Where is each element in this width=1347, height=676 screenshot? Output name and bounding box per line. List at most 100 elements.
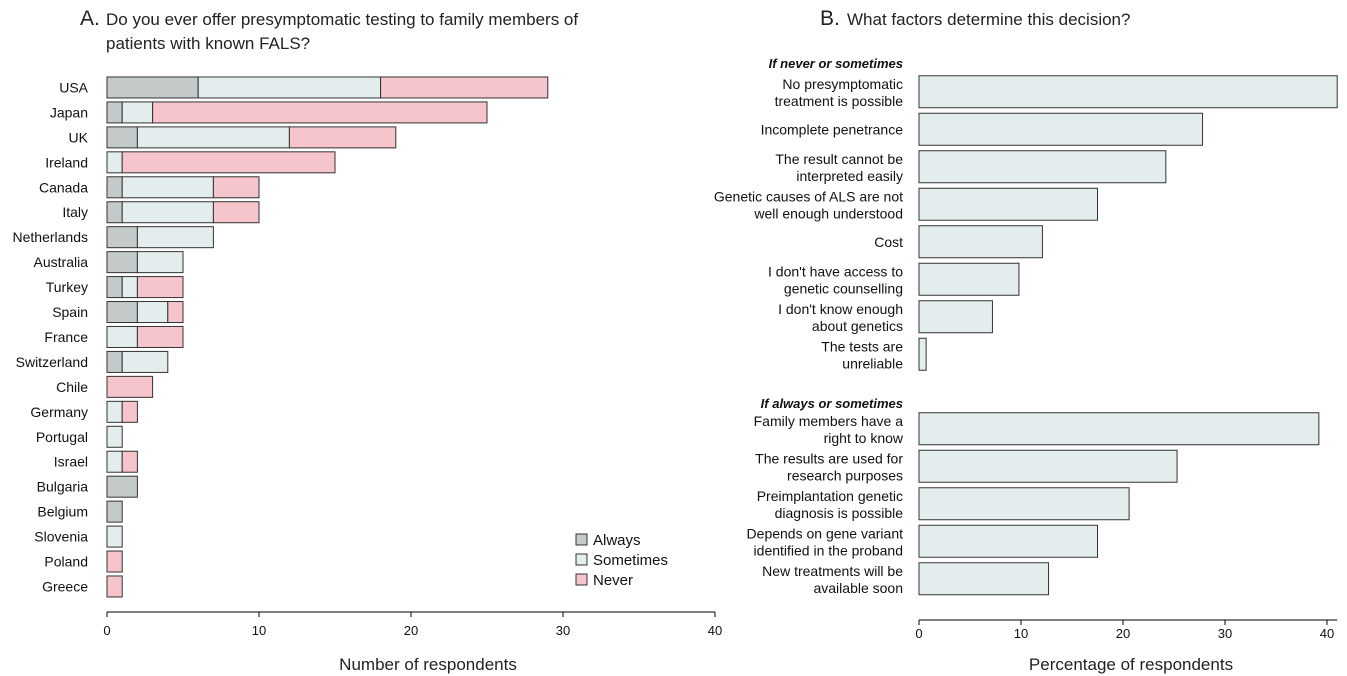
panel-b-letter: B. (820, 7, 840, 30)
panel-a-title-line-2: patients with known FALS? (106, 34, 310, 53)
panel-a-chart: USA Japan UK Ireland Canada Italy Netherlands A… (13, 76, 722, 638)
panel-a-title-line-1: Do you ever offer presymptomatic testing… (106, 10, 578, 29)
panel-b-x-tick-label: 0 (915, 626, 922, 641)
panel-b-category-label-line-1: I don't know enough (778, 301, 903, 317)
panel-b-x-axis-label: Percentage of respondents (1029, 655, 1233, 674)
panel-a-category-label: Slovenia (34, 529, 88, 545)
bar-sometimes-canada (121, 176, 214, 199)
bar-sometimes-turkey (121, 276, 138, 299)
panel-b-title: What factors determine this decision? (847, 10, 1130, 29)
bar-factor (918, 562, 1050, 596)
panel-b-category-label-line-2: treatment is possible (775, 93, 904, 109)
panel-a-x-tick-label: 40 (708, 623, 722, 638)
bar-sometimes-ireland (106, 151, 123, 174)
bar-sometimes-portugal (106, 425, 123, 448)
bar-always-italy (106, 201, 123, 224)
bar-never-chile (106, 375, 154, 398)
panel-a-category-label: Chile (56, 379, 88, 395)
panel-b-category-label-line-2: genetic counselling (784, 280, 903, 296)
legend-label-never: Never (593, 572, 633, 589)
bar-never-france (136, 325, 184, 348)
legend-label-sometimes: Sometimes (593, 552, 668, 569)
panel-a-category-label: Canada (39, 179, 88, 195)
panel-a-category-label: Netherlands (13, 229, 89, 245)
panel-a-category-label: Ireland (45, 154, 88, 170)
bar-never-uk (288, 126, 397, 149)
panel-a-category-label: Japan (50, 104, 88, 120)
bar-sometimes-japan (121, 101, 154, 124)
panel-a-category-label: UK (69, 129, 89, 145)
panel-b-category-label-line-1: No presymptomatic (782, 76, 903, 92)
bar-always-japan (106, 101, 123, 124)
bar-always-australia (106, 251, 138, 274)
panel-a-x-tick-label: 20 (404, 623, 418, 638)
bar-factor (918, 150, 1167, 184)
panel-b-category-label: Incomplete penetrance (761, 121, 904, 137)
panel-b-category-label-line-1: New treatments will be (762, 563, 903, 579)
bar-factor (918, 262, 1020, 296)
bar-sometimes-italy (121, 201, 214, 224)
panel-a-category-label: Bulgaria (37, 479, 89, 495)
panel-b-group-label: If never or sometimes (769, 56, 903, 71)
panel-b-x-tick-label: 10 (1014, 626, 1028, 641)
panel-b-category-label-line-2: about genetics (812, 318, 903, 334)
panel-b-category-label-line-2: unreliable (842, 355, 903, 371)
bar-sometimes-usa (197, 76, 382, 99)
bar-never-turkey (136, 276, 184, 299)
bar-sometimes-germany (106, 400, 123, 423)
bar-factor (918, 187, 1098, 221)
panel-b-category-label-line-1: Family members have a (754, 413, 904, 429)
bar-always-netherlands (106, 226, 138, 249)
panel-b-category-label-line-1: Depends on gene variant (747, 525, 904, 541)
panel-b-category-label-line-2: available soon (813, 580, 903, 596)
bar-never-ireland (121, 151, 336, 174)
bar-always-uk (106, 126, 138, 149)
panel-b-category-label-line-2: research purposes (787, 467, 903, 483)
panel-b-category-label-line-1: The results are used for (755, 450, 903, 466)
panel-b-x-tick-label: 30 (1218, 626, 1232, 641)
panel-b-category-label: Cost (874, 234, 903, 250)
panel-b-category-label-line-2: interpreted easily (796, 168, 903, 184)
bar-factor (918, 300, 993, 334)
bar-always-switzerland (106, 350, 123, 373)
panel-b-category-label-line-2: diagnosis is possible (775, 505, 904, 521)
panel-b-x-tick-label: 20 (1116, 626, 1130, 641)
bar-factor (918, 75, 1338, 109)
bar-sometimes-australia (136, 251, 184, 274)
bar-never-usa (380, 76, 549, 99)
legend-swatch-never (575, 573, 588, 586)
bar-always-usa (106, 76, 199, 99)
panel-a-category-label: Spain (52, 304, 88, 320)
panel-a-x-axis-label: Number of respondents (339, 655, 517, 674)
panel-b-category-label-line-1: The result cannot be (775, 151, 903, 167)
panel-a-category-label: Germany (30, 404, 88, 420)
bar-sometimes-spain (136, 301, 169, 324)
bar-factor (918, 449, 1178, 483)
panel-a-x-tick-label: 30 (556, 623, 570, 638)
panel-a-x-tick-label: 10 (252, 623, 266, 638)
bar-factor (918, 337, 927, 371)
bar-sometimes-netherlands (136, 226, 214, 249)
bar-never-greece (106, 575, 123, 598)
panel-b-x-tick-label: 40 (1320, 626, 1334, 641)
bar-sometimes-israel (106, 450, 123, 473)
bar-sometimes-france (106, 325, 138, 348)
panel-a-category-label: Portugal (36, 429, 88, 445)
panel-b-category-label-line-2: identified in the proband (754, 542, 903, 558)
panel-a-category-label: France (44, 329, 88, 345)
bar-never-poland (106, 550, 123, 573)
panel-b-category-label-line-1: The tests are (821, 338, 903, 354)
panel-b-category-label-line-1: Preimplantation genetic (757, 488, 903, 504)
bar-never-israel (121, 450, 138, 473)
bar-always-canada (106, 176, 123, 199)
legend-swatch-always (575, 533, 588, 546)
panel-a-category-label: USA (59, 79, 88, 95)
panel-b-category-label-line-1: Genetic causes of ALS are not (714, 188, 903, 204)
bar-factor (918, 487, 1130, 521)
panel-a-category-label: Turkey (46, 279, 88, 295)
bar-never-canada (212, 176, 260, 199)
panel-b-category-label-line-1: I don't have access to (768, 263, 903, 279)
panel-a-x-tick-label: 0 (103, 623, 110, 638)
panel-b-category-label-line-2: right to know (824, 430, 904, 446)
